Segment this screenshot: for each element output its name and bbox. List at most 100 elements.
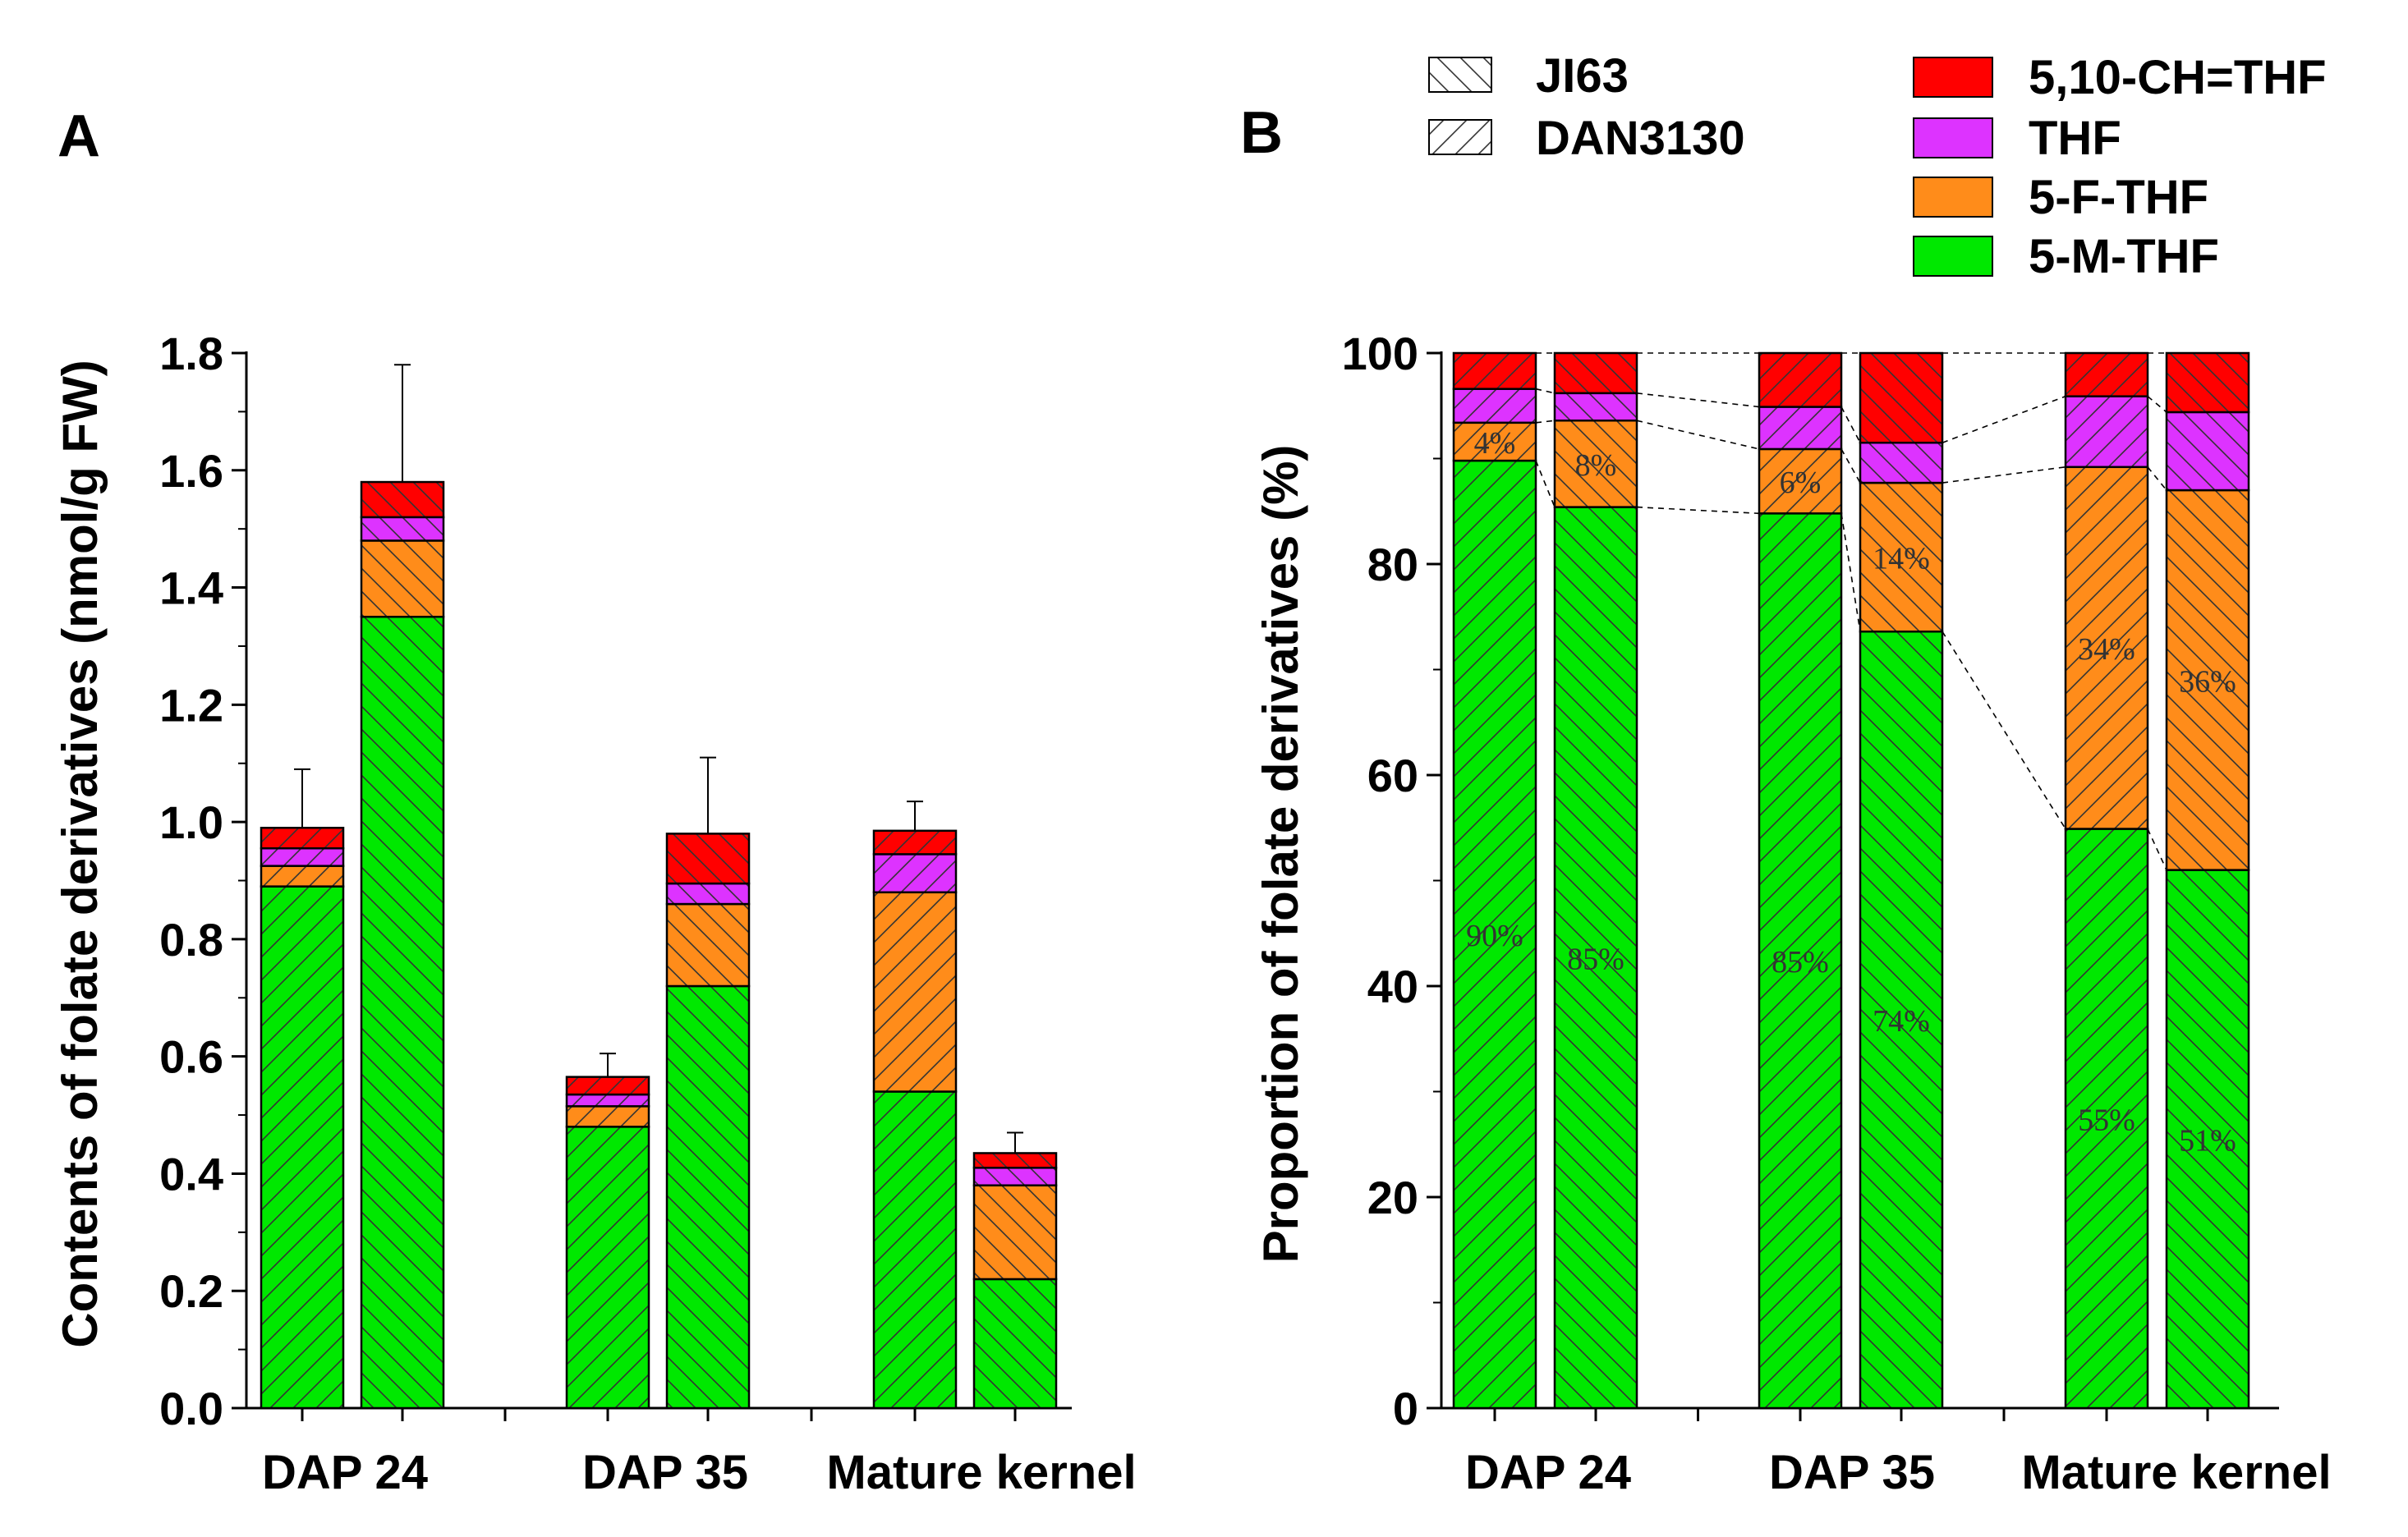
bar-mature-kernel-ji63-5-10-ch-thf-hatch	[2165, 351, 2250, 414]
bar-dap-35-ji63-5-10-ch-thf-hatch	[1859, 351, 1944, 444]
data-label-5-m-thf: 74%	[1873, 1004, 1930, 1039]
legend-derivatives: 5,10-CH=THF THF 5-F-THF 5-M-THF	[1913, 51, 2327, 283]
y-tick-label: 20	[1367, 1172, 1418, 1223]
bar-dap-35-dan3130-5-f-thf-hatch	[565, 1105, 650, 1128]
bar-dap-24-ji63-thf-hatch	[360, 516, 445, 542]
bar-dap-35-ji63-5-m-thf	[1859, 630, 1944, 1410]
legend-label-thf: THF	[2029, 112, 2121, 165]
legend-swatch-dan3130	[1428, 119, 1492, 155]
y-tick-label: 40	[1367, 961, 1418, 1012]
bar-dap-35-ji63-5-f-thf	[1859, 481, 1944, 633]
bar-dap-35-ji63-thf-hatch	[665, 882, 751, 906]
bar-dap-24-ji63-5-10-ch-thf	[360, 480, 445, 519]
bar-mature-kernel-dan3130-5-m-thf-hatch	[872, 1090, 958, 1410]
data-label-5-m-thf: 85%	[1567, 942, 1624, 976]
panel-label-a: A	[57, 103, 100, 169]
bar-dap-24-dan3130-5-f-thf-hatch	[260, 865, 345, 888]
legend-swatch-thf	[1913, 117, 1993, 158]
legend-label-ch-thf: 5,10-CH=THF	[2029, 51, 2327, 104]
bar-mature-kernel-dan3130-5-m-thf	[2064, 828, 2149, 1410]
legend-label-ji63: JI63	[1536, 49, 1629, 103]
y-tick-label: 1.8	[159, 328, 223, 379]
y-tick-label: 1.6	[159, 445, 223, 497]
connector-line	[2147, 466, 2167, 491]
y-tick-label: 1.0	[159, 796, 223, 848]
bar-mature-kernel-dan3130-thf-hatch	[2064, 395, 2149, 469]
bar-dap-24-dan3130-5-10-ch-thf-hatch	[260, 827, 345, 850]
data-label-5-m-thf: 51%	[2179, 1123, 2236, 1158]
connector-line	[2147, 828, 2167, 870]
bar-mature-kernel-ji63-5-f-thf-hatch	[2165, 489, 2250, 871]
bar-dap-24-dan3130-5-10-ch-thf	[1452, 351, 1537, 390]
bar-mature-kernel-ji63-5-m-thf	[2165, 869, 2250, 1410]
bar-dap-35-ji63-thf	[1859, 441, 1944, 484]
data-label-5-f-thf: 14%	[1873, 542, 1930, 576]
bar-dap-35-dan3130-5-m-thf-hatch	[565, 1126, 650, 1410]
bar-dap-24-dan3130-thf	[260, 846, 345, 867]
bar-dap-35-ji63-5-f-thf	[665, 902, 751, 988]
bar-mature-kernel-dan3130-5-f-thf	[2064, 466, 2149, 830]
bar-dap-35-ji63-5-m-thf	[665, 984, 751, 1410]
bar-dap-24-dan3130-5-m-thf-hatch	[1452, 459, 1537, 1410]
bar-dap-35-ji63-5-m-thf-hatch	[665, 984, 751, 1410]
bar-dap-24-ji63-thf	[360, 516, 445, 542]
bar-dap-35-ji63-5-m-thf-hatch	[1859, 630, 1944, 1410]
bar-dap-24-ji63-5-f-thf-hatch	[1553, 419, 1638, 508]
bar-mature-kernel-dan3130-5-10-ch-thf-hatch	[2064, 351, 2149, 397]
connector-line	[1535, 420, 1556, 424]
bar-dap-35-ji63-5-f-thf-hatch	[1859, 481, 1944, 633]
y-tick-label: 60	[1367, 750, 1418, 801]
bar-mature-kernel-ji63-5-f-thf-hatch	[972, 1184, 1058, 1281]
bar-mature-kernel-ji63-5-10-ch-thf	[2165, 351, 2250, 414]
y-tick-label: 0.2	[159, 1265, 223, 1317]
bar-dap-35-dan3130-5-10-ch-thf-hatch	[1758, 351, 1843, 408]
y-tick-label: 100	[1342, 328, 1418, 379]
connector-line	[1535, 460, 1556, 507]
chart-panel-a: Contents of folate derivatives (nmol/g F…	[53, 328, 1137, 1499]
bar-dap-35-ji63-thf	[665, 882, 751, 906]
x-category-label-dap-35: DAP 35	[1769, 1446, 1935, 1499]
connector-line	[1636, 420, 1760, 450]
bar-mature-kernel-ji63-thf-hatch	[2165, 411, 2250, 492]
bar-mature-kernel-dan3130-thf	[872, 853, 958, 894]
legend-label-dan3130: DAN3130	[1536, 112, 1745, 165]
bar-dap-24-ji63-thf	[1553, 392, 1638, 422]
bar-dap-24-ji63-thf-hatch	[1553, 392, 1638, 422]
bar-dap-24-dan3130-5-m-thf-hatch	[260, 885, 345, 1410]
connector-line	[1840, 513, 1861, 632]
bar-mature-kernel-dan3130-5-f-thf-hatch	[2064, 466, 2149, 830]
bar-dap-24-dan3130-5-10-ch-thf	[260, 827, 345, 850]
bar-dap-35-dan3130-5-10-ch-thf	[565, 1076, 650, 1096]
bar-dap-35-dan3130-5-f-thf	[1758, 447, 1843, 515]
bar-dap-35-dan3130-5-10-ch-thf-hatch	[565, 1076, 650, 1096]
connector-line	[1840, 406, 1861, 443]
bar-dap-24-ji63-5-m-thf-hatch	[1553, 506, 1638, 1410]
legend-swatch-ji63	[1428, 57, 1492, 93]
legend-swatch-m-thf	[1913, 236, 1993, 277]
legend-swatch-ch-thf	[1913, 57, 1993, 98]
bar-mature-kernel-dan3130-5-10-ch-thf-hatch	[872, 829, 958, 856]
bar-dap-24-ji63-5-10-ch-thf-hatch	[360, 480, 445, 519]
bar-mature-kernel-ji63-thf	[972, 1167, 1058, 1186]
data-label-5-m-thf: 55%	[2078, 1103, 2135, 1137]
connector-line	[1535, 388, 1556, 394]
bar-dap-35-dan3130-5-m-thf	[565, 1126, 650, 1410]
legend-swatch-f-thf	[1913, 177, 1993, 218]
y-axis-title-b: Proportion of folate derivatives (%)	[1253, 445, 1308, 1264]
connector-line	[2147, 396, 2167, 413]
x-category-label-dap-35: DAP 35	[582, 1446, 748, 1499]
connector-line	[1636, 392, 1760, 408]
bar-mature-kernel-dan3130-5-10-ch-thf	[2064, 351, 2149, 397]
bar-dap-24-dan3130-5-m-thf	[260, 885, 345, 1410]
connector-line	[1942, 395, 2066, 443]
bar-dap-35-ji63-5-10-ch-thf	[1859, 351, 1944, 444]
panel-label-b: B	[1240, 100, 1283, 166]
bar-dap-24-ji63-5-m-thf	[1553, 506, 1638, 1410]
bar-mature-kernel-dan3130-thf	[2064, 395, 2149, 469]
y-tick-label: 0.4	[159, 1148, 223, 1200]
bar-mature-kernel-ji63-5-f-thf	[972, 1184, 1058, 1281]
data-label-5-f-thf: 36%	[2179, 664, 2236, 699]
bar-dap-24-dan3130-5-f-thf	[260, 865, 345, 888]
bar-dap-24-dan3130-5-f-thf	[1452, 421, 1537, 462]
x-category-label-dap-24: DAP 24	[262, 1446, 428, 1499]
